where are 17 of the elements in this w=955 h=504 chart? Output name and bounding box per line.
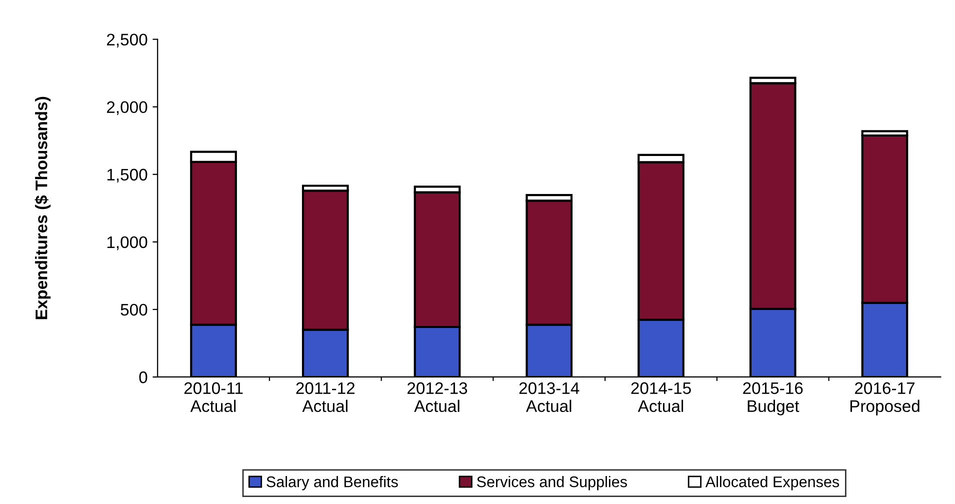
legend-label: Services and Supplies bbox=[477, 476, 627, 490]
y-tick-label: 1,500 bbox=[107, 168, 148, 183]
y-tick-label: 500 bbox=[120, 304, 148, 316]
legend-label: Allocated Expenses bbox=[705, 476, 840, 490]
y-tick-label: 1,000 bbox=[107, 236, 148, 250]
x-tick-label: 2010-11 Actual bbox=[184, 382, 243, 412]
x-tick-label: 2016-17 Proposed bbox=[850, 382, 920, 416]
y-tick-label: 2,000 bbox=[106, 101, 148, 116]
x-tick-label: 2012-13 Actual bbox=[408, 382, 468, 412]
y-tick-label: 0 bbox=[139, 371, 148, 384]
legend-label: Salary and Benefits bbox=[266, 476, 398, 490]
x-tick-label: 2014-15 Actual bbox=[631, 382, 691, 412]
x-tick-label: 2011-12 Actual bbox=[296, 382, 355, 412]
y-tick-label: 2,500 bbox=[106, 34, 148, 48]
y-axis-title: Expenditures ($ Thousands) bbox=[34, 96, 51, 320]
x-tick-label: 2015-16 Budget bbox=[743, 382, 803, 416]
x-tick-label: 2013-14 Actual bbox=[519, 382, 580, 412]
